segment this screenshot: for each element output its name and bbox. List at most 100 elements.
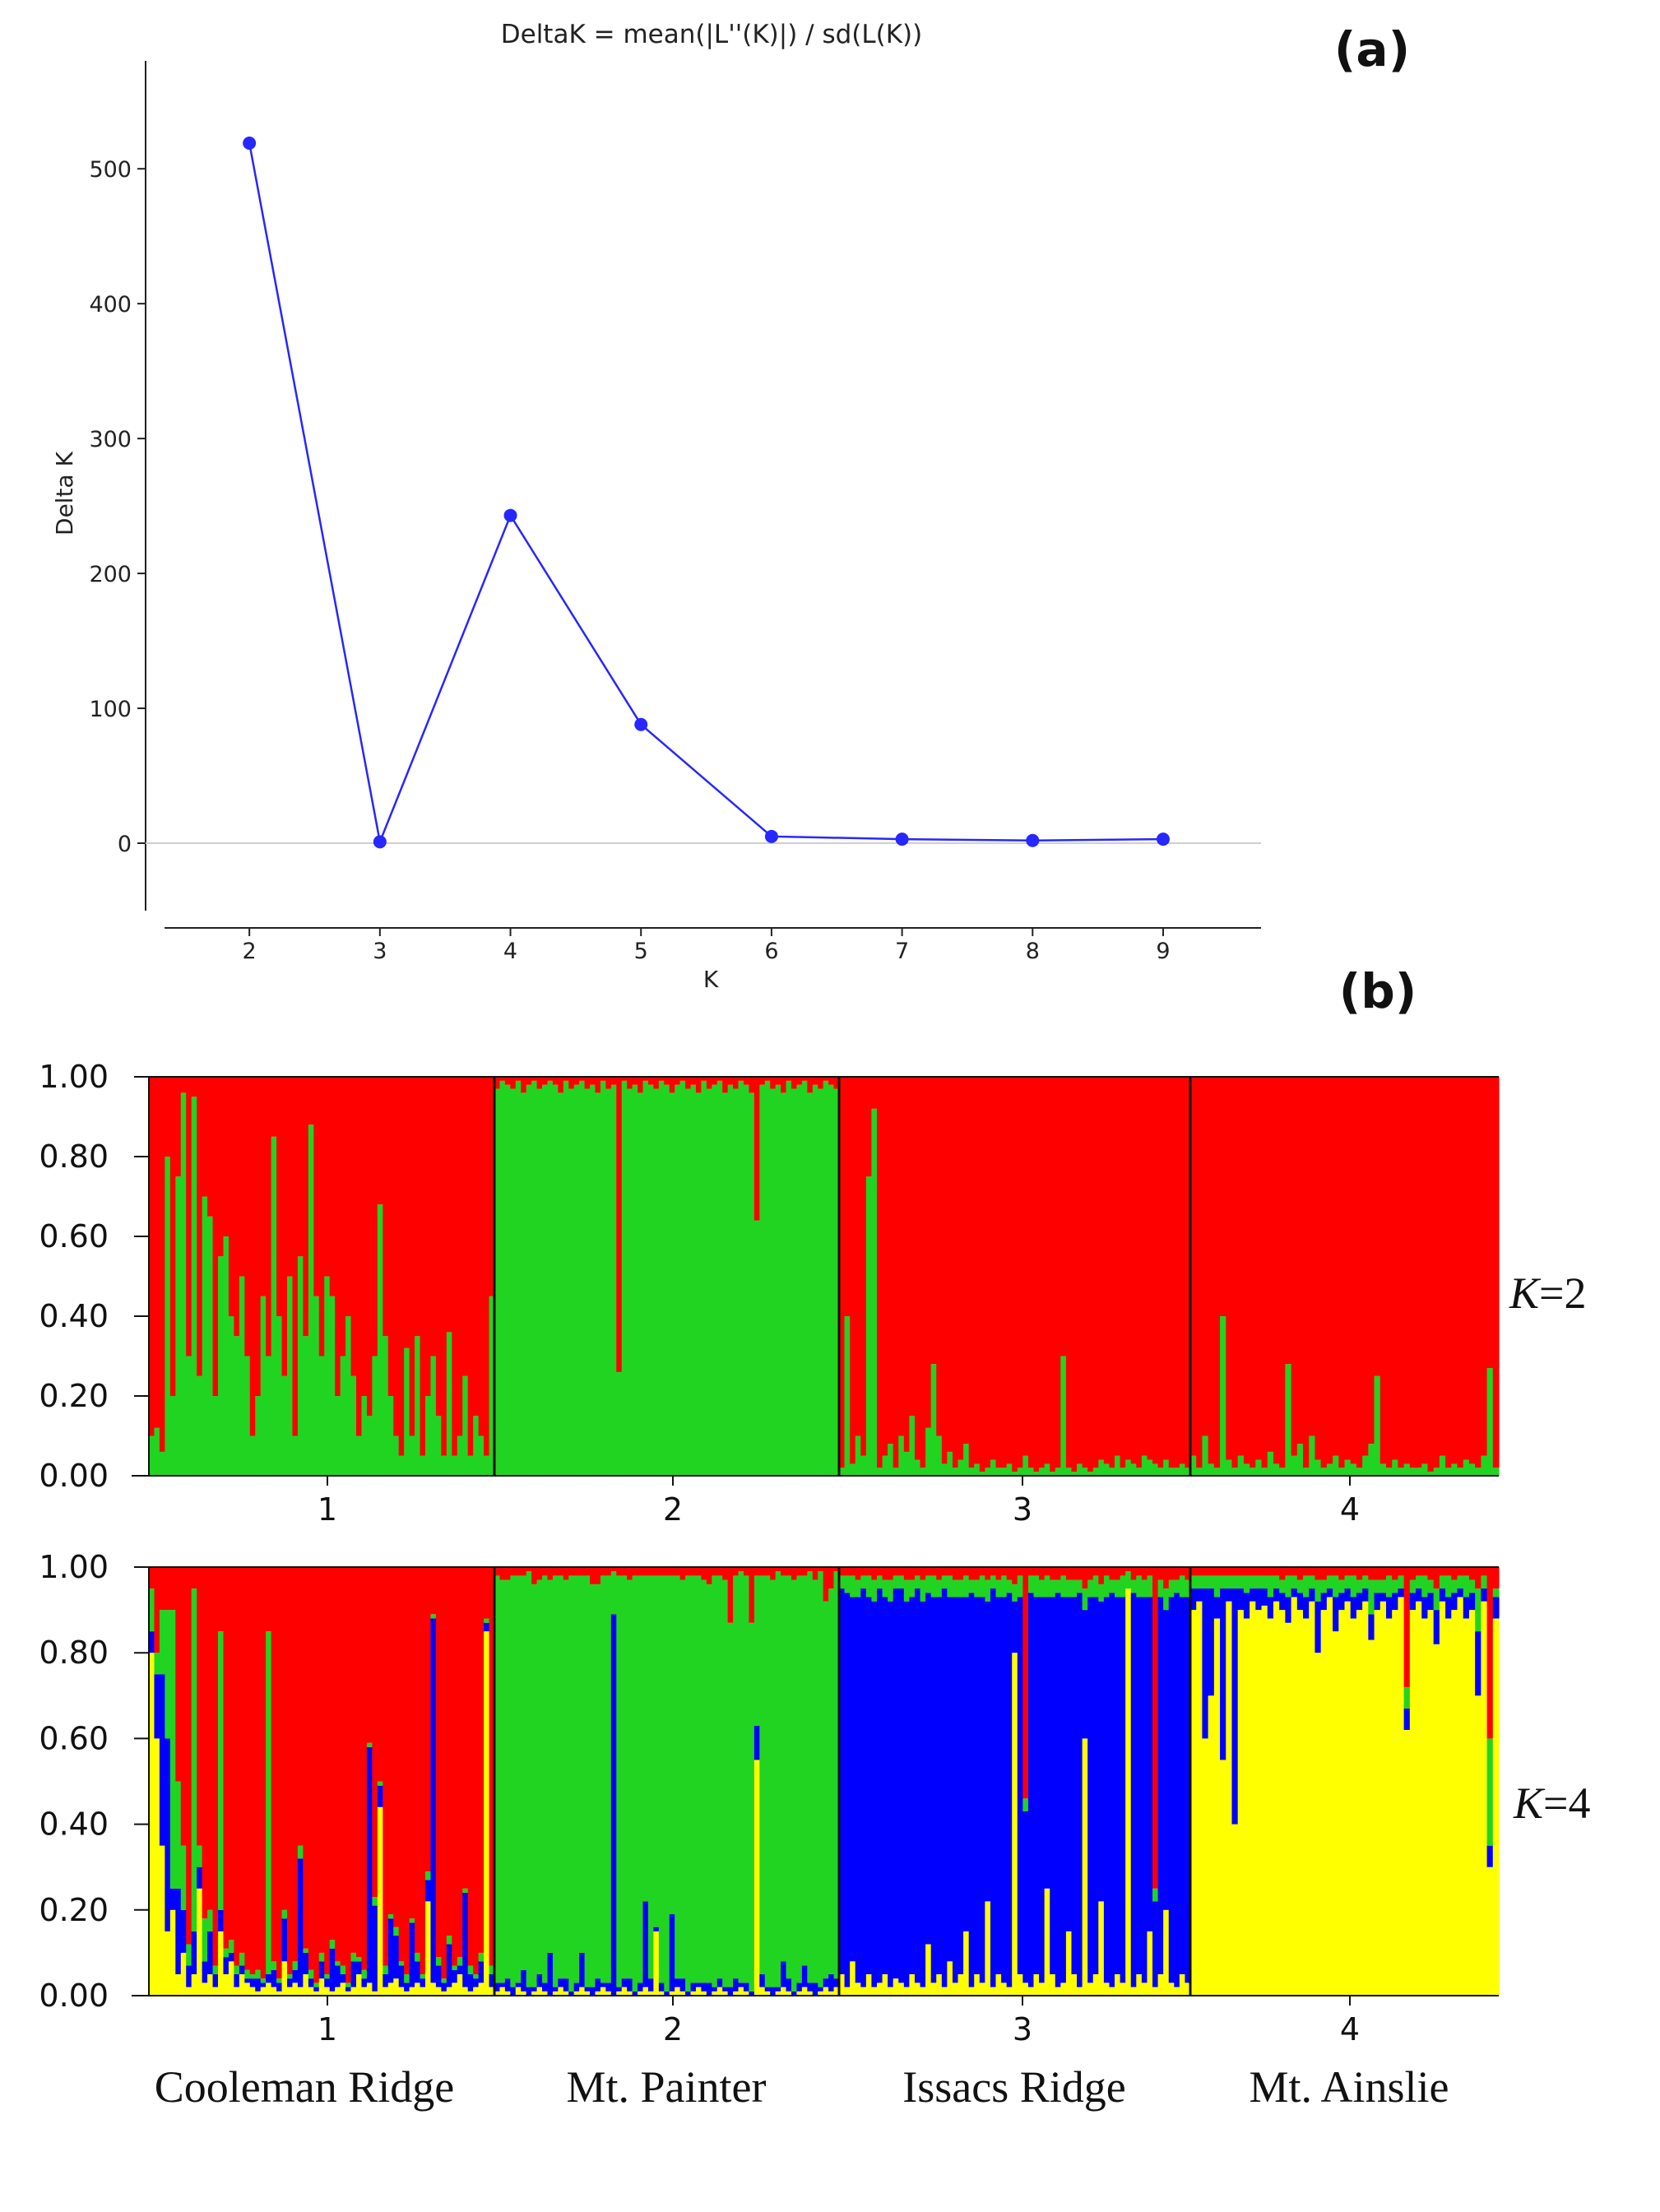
admixture-bar-green <box>1285 1364 1292 1476</box>
admixture-bar-red <box>860 1077 867 1456</box>
admixture-bar-green <box>1250 1575 1256 1589</box>
admixture-bar-red <box>1379 1567 1387 1580</box>
admixture-bar-green <box>807 1092 814 1476</box>
y-tick-label: 0.80 <box>39 1138 109 1175</box>
admixture-bar-green <box>1291 1575 1298 1589</box>
admixture-bar-green <box>1147 1459 1153 1476</box>
admixture-bar-green <box>1179 1575 1186 1598</box>
admixture-bar-blue <box>801 1965 808 1987</box>
admixture-bar-red <box>930 1567 937 1576</box>
admixture-bar-green <box>1077 1463 1083 1476</box>
admixture-bar-green <box>499 1579 506 1983</box>
admixture-bar-red <box>1409 1077 1417 1468</box>
admixture-bar-red <box>377 1077 383 1205</box>
admixture-bar-yellow <box>925 1944 932 1996</box>
admixture-bar-green <box>202 1918 208 1962</box>
admixture-bar-green <box>1291 1455 1298 1476</box>
admixture-bar-yellow <box>690 1991 697 1996</box>
admixture-bar-blue <box>415 1961 421 1983</box>
admixture-bar-blue <box>1120 1597 1126 1983</box>
admixture-bar-red <box>1409 1567 1417 1580</box>
admixture-bar-red <box>1039 1567 1046 1580</box>
admixture-bar-red <box>865 1567 873 1576</box>
admixture-bar-red <box>839 1077 846 1468</box>
admixture-bar-red <box>781 1077 787 1093</box>
admixture-bar-green <box>727 1622 734 1987</box>
admixture-bar-green <box>175 1176 182 1476</box>
admixture-bar-yellow <box>494 1991 501 1996</box>
admixture-bar-green <box>1157 1579 1164 1598</box>
admixture-bar-green <box>372 1356 378 1476</box>
admixture-bar-red <box>632 1567 638 1576</box>
admixture-bar-red <box>786 1567 792 1576</box>
admixture-bar-yellow <box>159 1845 165 1996</box>
admixture-bar-blue <box>716 1978 723 1987</box>
admixture-bar-red <box>180 1567 187 1846</box>
admixture-bar-red <box>1243 1567 1250 1576</box>
admixture-bar-yellow <box>1433 1644 1440 1996</box>
admixture-bar-yellow <box>647 1991 654 1996</box>
admixture-bar-blue <box>420 1978 426 1987</box>
admixture-bar-yellow <box>1141 1982 1148 1996</box>
admixture-bar-green <box>218 1256 225 1476</box>
admixture-bar-yellow <box>281 1961 288 1996</box>
admixture-bar-green <box>930 1364 937 1476</box>
admixture-bar-yellow <box>1103 1982 1111 1996</box>
delta-k-point <box>895 832 909 846</box>
admixture-bar-blue <box>749 1991 755 1996</box>
admixture-bar-blue <box>963 1597 970 1931</box>
admixture-bar-yellow <box>679 1991 686 1996</box>
admixture-bar-yellow <box>404 1991 410 1996</box>
admixture-bar-yellow <box>695 1987 702 1996</box>
admixture-bar-red <box>361 1077 368 1396</box>
admixture-bar-green <box>415 1952 421 1962</box>
admixture-bar-green <box>504 1579 511 1979</box>
admixture-bar-green <box>287 1973 294 1979</box>
k2-label-k: K <box>1509 1268 1542 1318</box>
admixture-bar-green <box>791 1579 798 1992</box>
admixture-bar-yellow <box>398 1987 405 1996</box>
admixture-bar-yellow <box>452 1982 458 1996</box>
admixture-bar-red <box>871 1077 878 1109</box>
admixture-bar-red <box>542 1077 549 1085</box>
admixture-bar-green <box>452 1965 458 1970</box>
admixture-bar-yellow <box>563 1991 569 1996</box>
admixture-bar-green <box>558 1092 564 1476</box>
population-id: 4 <box>1340 1491 1360 1528</box>
admixture-bar-green <box>621 1080 628 1476</box>
admixture-bar-green <box>871 1108 878 1476</box>
admixture-bar-red <box>1017 1567 1023 1576</box>
admixture-bar-red <box>393 1567 400 1927</box>
admixture-bar-red <box>695 1567 702 1576</box>
admixture-bar-green <box>350 1952 357 1962</box>
admixture-bar-green <box>435 1957 442 1966</box>
admixture-bar-red <box>271 1077 277 1137</box>
admixture-bar-red <box>898 1567 905 1576</box>
admixture-bar-blue <box>186 1965 192 1987</box>
admixture-bar-green <box>1486 1368 1494 1476</box>
admixture-bar-blue <box>844 1593 851 1987</box>
admixture-bar-yellow <box>1374 1610 1381 1996</box>
admixture-bar-green <box>1368 1444 1375 1476</box>
admixture-bar-red <box>1303 1077 1310 1468</box>
admixture-bar-blue <box>510 1987 517 1996</box>
admixture-bar-yellow <box>1296 1610 1304 1996</box>
admixture-bar-green <box>679 1080 686 1476</box>
admixture-bar-green <box>985 1468 991 1476</box>
admixture-bar-green <box>995 1579 1002 1598</box>
admixture-bar-yellow <box>297 1987 304 1996</box>
admixture-bar-red <box>1060 1077 1067 1356</box>
admixture-bar-red <box>457 1077 463 1436</box>
admixture-bar-yellow <box>484 1631 490 1996</box>
admixture-bar-red <box>1463 1567 1470 1576</box>
admixture-bar-blue <box>1356 1593 1363 1611</box>
admixture-bar-green <box>888 1579 894 1602</box>
admixture-bar-blue <box>202 1961 208 1983</box>
admixture-bar-green <box>1006 1463 1013 1476</box>
admixture-bar-green <box>743 1084 750 1476</box>
admixture-bar-blue <box>695 1982 702 1987</box>
admixture-bar-yellow <box>504 1991 511 1996</box>
admixture-bar-green <box>1092 1575 1099 1598</box>
admixture-bar-red <box>536 1077 543 1089</box>
admixture-bar-blue <box>1174 1593 1180 1987</box>
